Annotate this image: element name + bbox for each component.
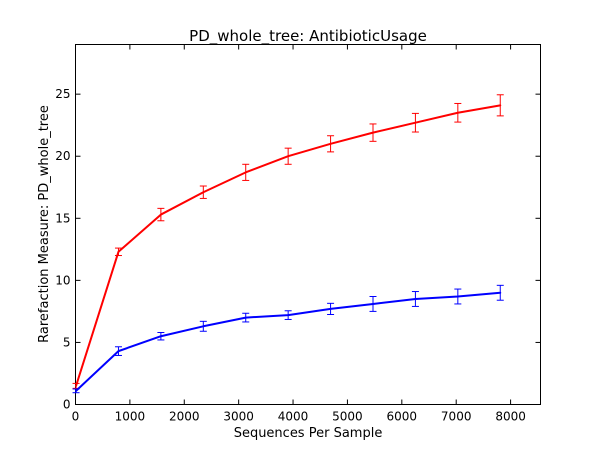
error-bar [454,102,462,123]
x-tick-label: 2000 [169,410,200,424]
error-bar [72,388,80,394]
error-bar [199,320,207,332]
error-bar [157,332,165,341]
y-tick-label: 5 [63,335,71,349]
x-axis-label: Sequences Per Sample [234,426,383,441]
error-bar [496,284,504,301]
error-bar [369,296,377,312]
error-bar [284,147,292,165]
error-bar [411,112,419,133]
error-bar [369,123,377,142]
chart-title: PD_whole_tree: AntibioticUsage [189,27,427,46]
error-bar [327,135,335,153]
error-bar [242,163,250,181]
error-bar [157,207,165,222]
y-tick-label: 20 [55,149,70,163]
series-layer [72,94,504,394]
error-bar [114,346,122,356]
x-tick-label: 8000 [495,410,526,424]
error-bar [411,291,419,307]
error-bar [199,185,207,199]
error-bar [327,302,335,315]
x-tick-label: 6000 [387,410,418,424]
x-tick-label: 4000 [278,410,309,424]
error-bar [496,94,504,117]
x-tick-label: 0 [72,410,80,424]
series-1 [72,284,504,394]
error-bar [114,247,122,257]
ticks-layer: 0 1000 2000 3000 4000 5000 6000 7000 8000 0 5 10 15 2… [55,44,541,424]
y-tick-label: 15 [55,211,70,225]
x-tick-label: 1000 [115,410,146,424]
error-bar [284,310,292,320]
series-0 [72,94,504,389]
x-tick-label: 5000 [332,410,363,424]
y-axis-label: Rarefaction Measure: PD_whole_tree [37,105,52,343]
error-bar [454,288,462,305]
plot-area [75,44,541,405]
y-tick-label: 0 [63,398,71,412]
y-tick-label: 25 [55,87,70,101]
error-bar [242,312,250,323]
x-tick-label: 7000 [441,410,472,424]
y-tick-label: 10 [55,273,70,287]
x-tick-label: 3000 [223,410,254,424]
